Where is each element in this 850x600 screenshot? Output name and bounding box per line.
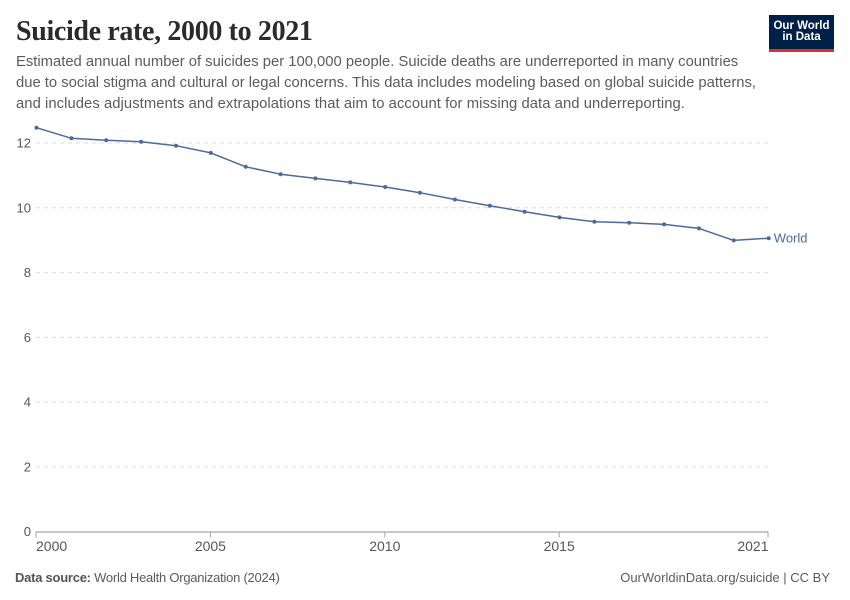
svg-text:2010: 2010 [369, 538, 400, 554]
svg-text:0: 0 [24, 524, 31, 539]
svg-text:6: 6 [24, 330, 31, 345]
svg-text:2000: 2000 [36, 538, 67, 554]
svg-text:World: World [774, 231, 808, 246]
svg-text:12: 12 [17, 136, 31, 151]
svg-text:2005: 2005 [195, 538, 226, 554]
svg-text:4: 4 [24, 395, 31, 410]
svg-text:2: 2 [24, 459, 31, 474]
svg-text:8: 8 [24, 265, 31, 280]
svg-text:2021: 2021 [737, 538, 768, 554]
svg-text:2015: 2015 [544, 538, 575, 554]
svg-text:10: 10 [17, 200, 31, 215]
